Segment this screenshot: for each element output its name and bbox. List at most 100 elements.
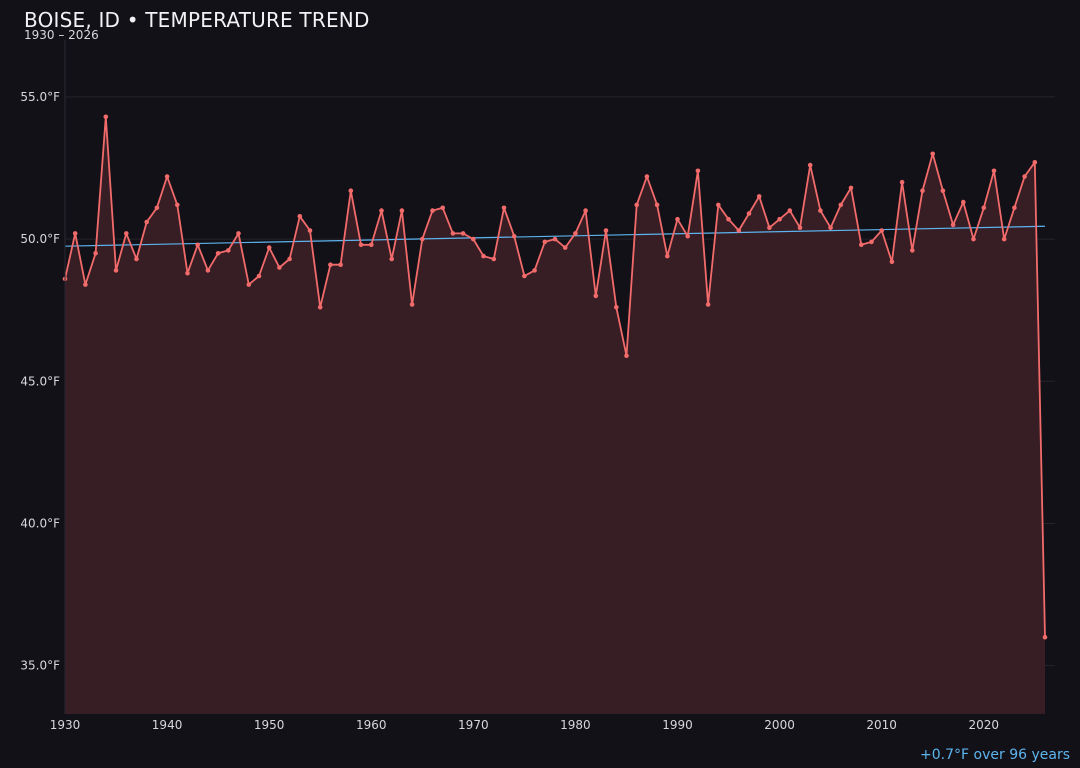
data-point — [317, 305, 323, 310]
data-point — [746, 211, 752, 216]
data-point — [797, 225, 803, 230]
data-point — [277, 265, 282, 270]
chart-subtitle: 1930 – 2026 — [24, 28, 99, 42]
data-point — [583, 208, 588, 213]
x-tick-label: 1950 — [254, 718, 285, 732]
data-point — [889, 259, 895, 265]
data-point — [338, 262, 343, 268]
data-point — [818, 208, 823, 213]
data-point — [215, 251, 221, 256]
data-point — [348, 188, 354, 193]
trend-summary: +0.7°F over 96 years — [920, 747, 1070, 763]
temperature-area — [65, 116, 1045, 715]
x-tick-label: 1960 — [356, 718, 387, 732]
x-axis: 1930 1940 1950 1960 1970 1980 1990 2000 2010 2020 — [50, 718, 999, 732]
data-point — [859, 242, 864, 248]
data-point — [522, 273, 527, 279]
data-point — [471, 236, 476, 242]
x-tick-label: 1970 — [458, 718, 489, 732]
data-point — [175, 202, 180, 208]
data-point — [593, 293, 599, 299]
data-point — [675, 216, 680, 222]
data-point — [103, 114, 109, 120]
data-point — [685, 233, 690, 239]
data-point — [256, 273, 262, 279]
data-point — [124, 231, 129, 236]
data-point — [297, 214, 303, 219]
data-point — [93, 251, 98, 256]
x-tick-label: 1980 — [560, 718, 591, 732]
data-point — [705, 302, 711, 307]
data-point — [501, 205, 507, 211]
data-point — [307, 228, 313, 233]
data-point — [603, 228, 609, 233]
data-point — [930, 151, 935, 157]
data-point — [777, 216, 782, 222]
data-point — [767, 225, 772, 230]
data-point — [460, 231, 466, 236]
data-point — [328, 262, 333, 268]
y-tick-label: 55.0°F — [20, 90, 60, 104]
y-tick-label: 40.0°F — [20, 516, 60, 530]
data-point — [420, 236, 425, 242]
data-point — [134, 256, 139, 262]
data-point — [1042, 634, 1048, 640]
data-points — [62, 114, 1048, 640]
data-point — [83, 282, 88, 287]
y-tick-label: 45.0°F — [20, 374, 60, 388]
chart-title: BOISE, ID • TEMPERATURE TREND — [24, 8, 370, 32]
x-tick-label: 1940 — [152, 718, 183, 732]
data-point — [879, 228, 884, 233]
data-point — [389, 256, 395, 262]
data-point — [1001, 236, 1007, 242]
data-point — [1022, 174, 1027, 179]
data-point — [807, 162, 813, 168]
y-axis: 35.0°F 40.0°F 45.0°F 50.0°F 55.0°F — [20, 40, 66, 714]
data-point — [72, 231, 78, 236]
data-point — [552, 236, 558, 242]
data-point — [379, 208, 384, 213]
data-point — [440, 205, 446, 211]
y-tick-label: 35.0°F — [20, 659, 60, 673]
area-fill-layer — [65, 116, 1045, 715]
data-point — [726, 216, 731, 222]
data-point — [154, 205, 160, 211]
data-point — [940, 188, 946, 193]
data-point — [848, 185, 854, 191]
x-tick-label: 2020 — [968, 718, 999, 732]
data-point — [736, 228, 742, 233]
y-tick-label: 50.0°F — [20, 232, 60, 246]
data-point — [971, 236, 976, 242]
data-point — [450, 231, 456, 236]
data-point — [828, 225, 833, 230]
data-point — [481, 253, 486, 259]
data-point — [654, 202, 660, 208]
x-tick-label: 2000 — [764, 718, 795, 732]
data-point — [634, 202, 639, 208]
data-point — [910, 248, 915, 253]
data-point — [981, 205, 987, 211]
data-point — [399, 208, 405, 213]
data-point — [573, 231, 578, 236]
data-point — [787, 208, 793, 213]
data-point — [542, 239, 548, 245]
x-tick-label: 1930 — [50, 718, 81, 732]
data-point — [562, 245, 568, 250]
data-point — [246, 282, 252, 287]
data-point — [409, 302, 415, 307]
data-point — [756, 194, 762, 199]
x-tick-label: 1990 — [662, 718, 693, 732]
data-point — [491, 256, 497, 262]
data-point — [950, 222, 956, 228]
data-point — [358, 242, 364, 248]
data-point — [716, 202, 721, 208]
data-point — [991, 168, 997, 174]
data-point — [532, 268, 537, 273]
data-point — [113, 268, 119, 273]
data-point — [1012, 205, 1017, 211]
data-point — [226, 248, 231, 253]
data-point — [195, 242, 200, 248]
data-point — [164, 174, 170, 179]
data-point — [236, 231, 241, 236]
